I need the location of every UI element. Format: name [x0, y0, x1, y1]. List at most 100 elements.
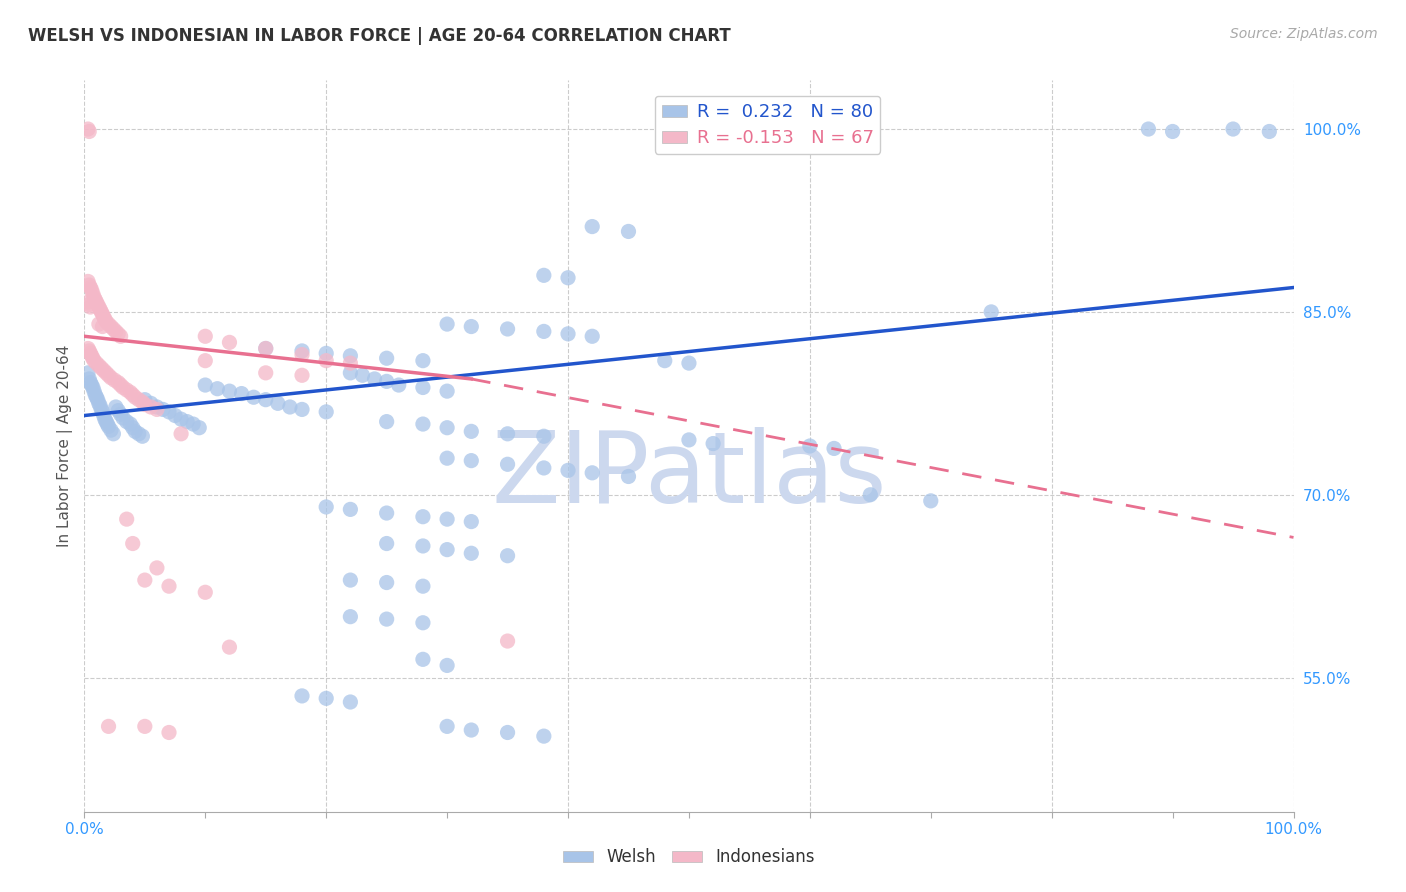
- Point: [581, 466, 603, 480]
- Point: [121, 536, 143, 550]
- Point: [77, 366, 100, 380]
- Point: [157, 579, 180, 593]
- Point: [980, 305, 1002, 319]
- Point: [107, 403, 129, 417]
- Point: [496, 725, 519, 739]
- Point: [93, 409, 115, 423]
- Point: [375, 575, 398, 590]
- Point: [107, 326, 129, 341]
- Point: [87, 300, 110, 314]
- Point: [194, 378, 217, 392]
- Point: [181, 417, 204, 431]
- Point: [207, 382, 229, 396]
- Point: [128, 426, 150, 441]
- Point: [291, 402, 314, 417]
- Point: [97, 317, 120, 331]
- Point: [165, 409, 187, 423]
- Point: [218, 335, 240, 350]
- Point: [91, 319, 114, 334]
- Point: [83, 384, 105, 399]
- Point: [291, 343, 314, 358]
- Point: [436, 451, 458, 466]
- Point: [436, 719, 458, 733]
- Point: [460, 515, 482, 529]
- Point: [339, 366, 361, 380]
- Point: [77, 297, 100, 311]
- Point: [496, 322, 519, 336]
- Point: [89, 302, 111, 317]
- Point: [218, 640, 240, 655]
- Point: [496, 426, 519, 441]
- Point: [104, 400, 127, 414]
- Point: [339, 356, 361, 370]
- Point: [496, 634, 519, 648]
- Point: [496, 549, 519, 563]
- Point: [79, 346, 101, 360]
- Point: [84, 388, 107, 402]
- Point: [79, 300, 101, 314]
- Point: [375, 506, 398, 520]
- Point: [77, 124, 100, 138]
- Point: [254, 366, 277, 380]
- Point: [110, 329, 132, 343]
- Point: [823, 442, 845, 456]
- Point: [86, 390, 108, 404]
- Point: [254, 392, 277, 407]
- Point: [496, 458, 519, 472]
- Point: [617, 224, 640, 238]
- Point: [94, 415, 117, 429]
- Point: [89, 399, 111, 413]
- Point: [86, 392, 108, 407]
- Point: [128, 392, 150, 407]
- Point: [120, 417, 142, 431]
- Point: [83, 290, 105, 304]
- Point: [315, 691, 337, 706]
- Point: [339, 573, 361, 587]
- Point: [115, 415, 138, 429]
- Point: [82, 351, 104, 366]
- Point: [110, 407, 132, 421]
- Point: [77, 343, 100, 358]
- Point: [87, 317, 110, 331]
- Point: [97, 719, 120, 733]
- Point: [363, 372, 385, 386]
- Point: [87, 359, 110, 373]
- Point: [412, 380, 434, 394]
- Point: [412, 509, 434, 524]
- Point: [104, 325, 127, 339]
- Legend: Welsh, Indonesians: Welsh, Indonesians: [555, 841, 823, 873]
- Point: [654, 353, 676, 368]
- Text: ZIPatlas: ZIPatlas: [491, 426, 887, 524]
- Point: [581, 219, 603, 234]
- Point: [291, 689, 314, 703]
- Point: [533, 268, 555, 283]
- Point: [315, 346, 337, 360]
- Point: [557, 270, 579, 285]
- Point: [242, 390, 264, 404]
- Point: [194, 353, 217, 368]
- Point: [115, 383, 138, 397]
- Point: [157, 405, 180, 419]
- Point: [96, 417, 118, 431]
- Point: [460, 319, 482, 334]
- Point: [194, 329, 217, 343]
- Point: [90, 305, 112, 319]
- Point: [146, 400, 169, 414]
- Point: [339, 695, 361, 709]
- Point: [94, 412, 117, 426]
- Point: [170, 426, 193, 441]
- Point: [254, 342, 277, 356]
- Point: [110, 378, 132, 392]
- Point: [315, 500, 337, 514]
- Point: [557, 463, 579, 477]
- Point: [120, 385, 142, 400]
- Point: [412, 652, 434, 666]
- Point: [134, 719, 156, 733]
- Point: [436, 421, 458, 435]
- Point: [77, 372, 100, 386]
- Point: [94, 312, 117, 326]
- Point: [254, 342, 277, 356]
- Point: [157, 725, 180, 739]
- Point: [278, 400, 301, 414]
- Point: [375, 536, 398, 550]
